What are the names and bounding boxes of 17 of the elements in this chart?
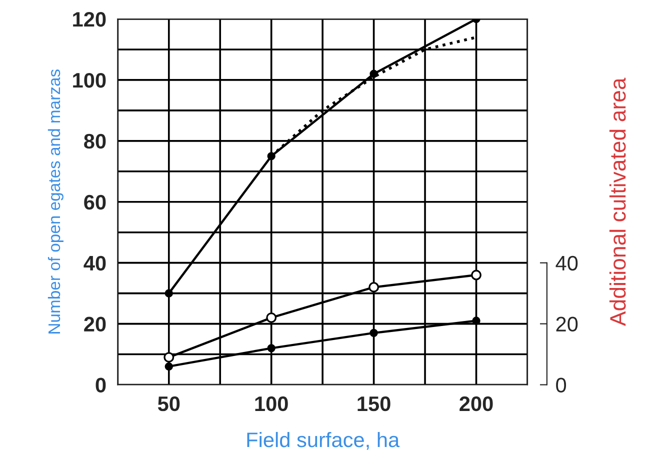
x-tick-label: 100 [255,396,288,412]
y2-axis-title: Additional cultivated area [609,78,626,326]
y-tick-label: 20 [84,316,106,332]
x-tick-label: 150 [358,396,390,412]
x-tick-label: 200 [460,396,493,412]
y-tick-label: 80 [84,134,106,149]
x-axis-title: Field surface, ha [247,432,400,450]
x-tick-label: 50 [158,396,180,412]
y-tick-label: 100 [73,72,106,88]
y-tick-label: 60 [84,194,106,210]
y-tick-label: 120 [73,12,106,27]
y2-tick-label: 40 [556,256,578,271]
y-axis-title: Number of open egates and marzas [48,70,64,334]
y2-tick-label: 0 [556,378,566,393]
y2-tick-label: 20 [556,316,578,332]
y-tick-label: 40 [84,256,106,271]
y-tick-label: 0 [96,378,106,393]
